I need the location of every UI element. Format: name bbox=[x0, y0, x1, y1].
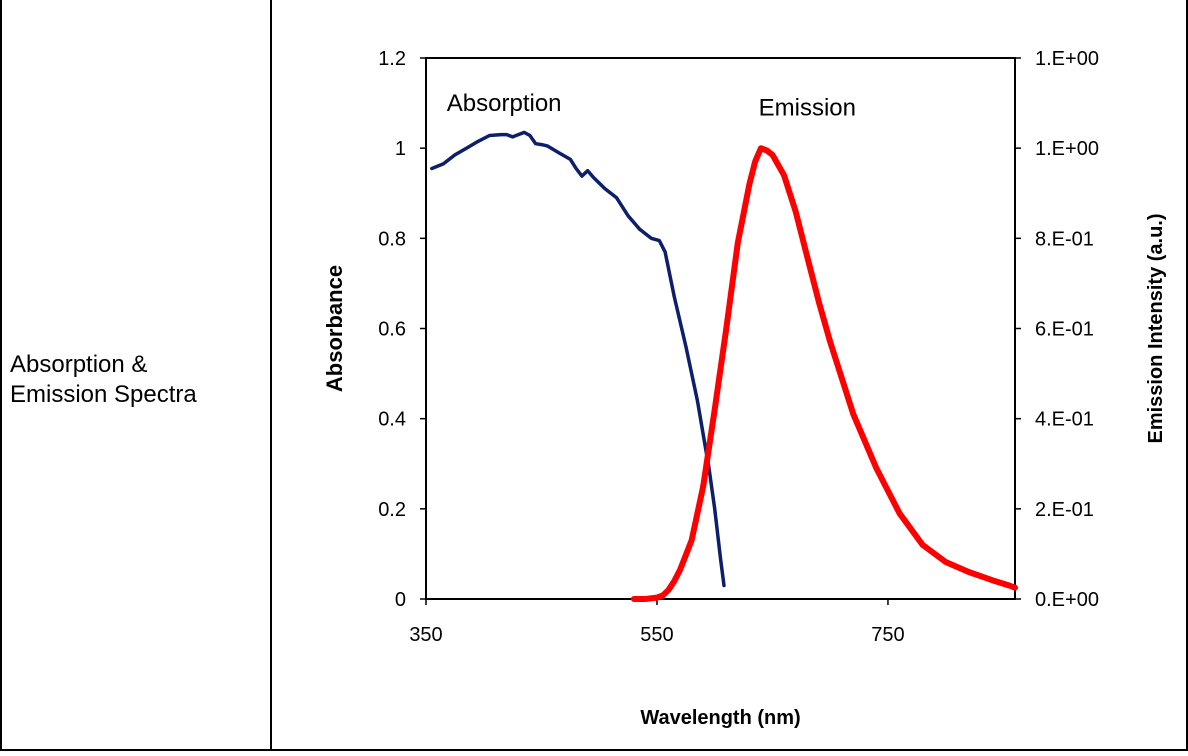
series-line-emission bbox=[630, 145, 1018, 602]
y-left-tick-label: 1 bbox=[395, 138, 406, 160]
y-left-tick-label: 0.8 bbox=[378, 228, 406, 250]
annotation-absorption: Absorption bbox=[447, 90, 562, 117]
row-label-line1: Absorption & bbox=[10, 351, 148, 378]
cell-divider bbox=[270, 0, 272, 749]
y-left-tick-label: 0 bbox=[395, 589, 406, 611]
y-right-tick-label: 0.E+00 bbox=[1035, 589, 1099, 611]
y-right-tick-label: 6.E-01 bbox=[1035, 319, 1094, 341]
y-left-tick-label: 0.2 bbox=[378, 499, 406, 521]
x-axis-title: Wavelength (nm) bbox=[640, 707, 800, 729]
y-left-tick-label: 0.6 bbox=[378, 319, 406, 341]
annotation-emission: Emission bbox=[759, 95, 856, 122]
row-label: Absorption & Emission Spectra bbox=[10, 350, 265, 410]
x-tick-label: 750 bbox=[871, 624, 904, 646]
y-right-tick-label: 1.E+00 bbox=[1035, 48, 1099, 70]
y-right-axis-title: Emission Intensity (a.u.) bbox=[1145, 213, 1167, 443]
plot-frame bbox=[425, 57, 1016, 600]
x-tick-label: 550 bbox=[640, 624, 673, 646]
y-right-tick-label: 2.E-01 bbox=[1035, 499, 1094, 521]
x-tick-label: 350 bbox=[409, 624, 442, 646]
series-line-absorption bbox=[430, 130, 726, 588]
y-left-tick-label: 1.2 bbox=[378, 48, 406, 70]
y-right-tick-label: 1.E+00 bbox=[1035, 138, 1099, 160]
y-right-tick-label: 8.E-01 bbox=[1035, 228, 1094, 250]
y-left-axis-title: Absorbance bbox=[322, 265, 347, 392]
y-left-tick-label: 0.4 bbox=[378, 409, 406, 431]
y-right-tick-label: 4.E-01 bbox=[1035, 409, 1094, 431]
row-label-line2: Emission Spectra bbox=[10, 381, 197, 408]
